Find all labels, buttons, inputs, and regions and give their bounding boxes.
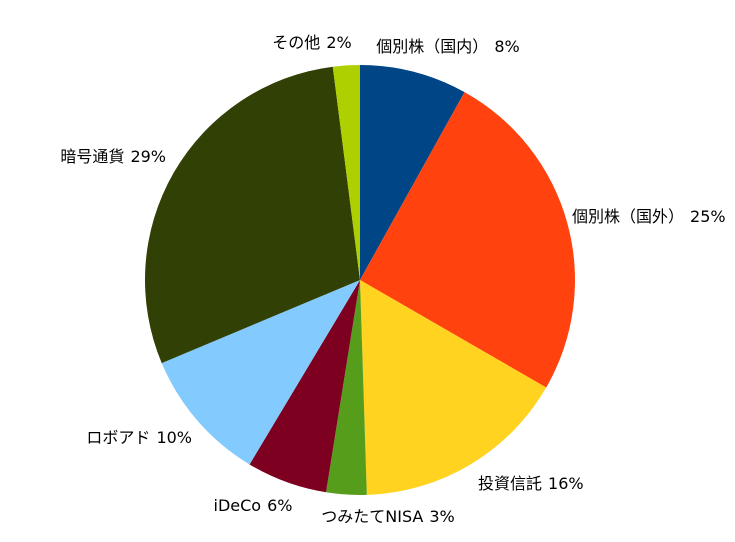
category-label: 個別株（国内） <box>376 37 488 56</box>
category-label: ロボアド <box>86 428 150 447</box>
value-label: 29% <box>130 147 166 166</box>
category-label: その他 <box>272 33 320 52</box>
pie-slice <box>360 280 547 495</box>
slice-label: ロボアド 10% <box>86 428 192 447</box>
slice-label: 個別株（国外） 25% <box>572 207 726 226</box>
slice-label: その他 2% <box>272 33 351 52</box>
category-label: 暗号通貨 <box>60 147 124 166</box>
slice-label: iDeCo 6% <box>214 496 293 515</box>
pie-slice <box>360 92 575 388</box>
value-label: 10% <box>156 428 192 447</box>
slice-label: 個別株（国内） 8% <box>376 37 519 56</box>
category-label: 個別株（国外） <box>572 207 684 226</box>
category-label: iDeCo <box>214 496 262 515</box>
category-label: 投資信託 <box>478 474 542 493</box>
value-label: 16% <box>548 474 584 493</box>
value-label: 25% <box>690 207 726 226</box>
slice-label: つみたてNISA 3% <box>321 507 454 526</box>
pie-slice <box>161 280 360 465</box>
pie-slice <box>326 280 367 495</box>
pie-slice <box>332 65 360 280</box>
slice-label: 投資信託 16% <box>478 474 584 493</box>
pie-slice <box>145 66 360 364</box>
value-label: 3% <box>429 507 454 526</box>
value-label: 8% <box>494 37 519 56</box>
pie-slice <box>360 65 465 280</box>
pie-slice <box>249 280 360 493</box>
slice-label: 暗号通貨 29% <box>60 147 166 166</box>
value-label: 2% <box>326 33 351 52</box>
category-label: つみたてNISA <box>321 507 423 526</box>
value-label: 6% <box>267 496 292 515</box>
